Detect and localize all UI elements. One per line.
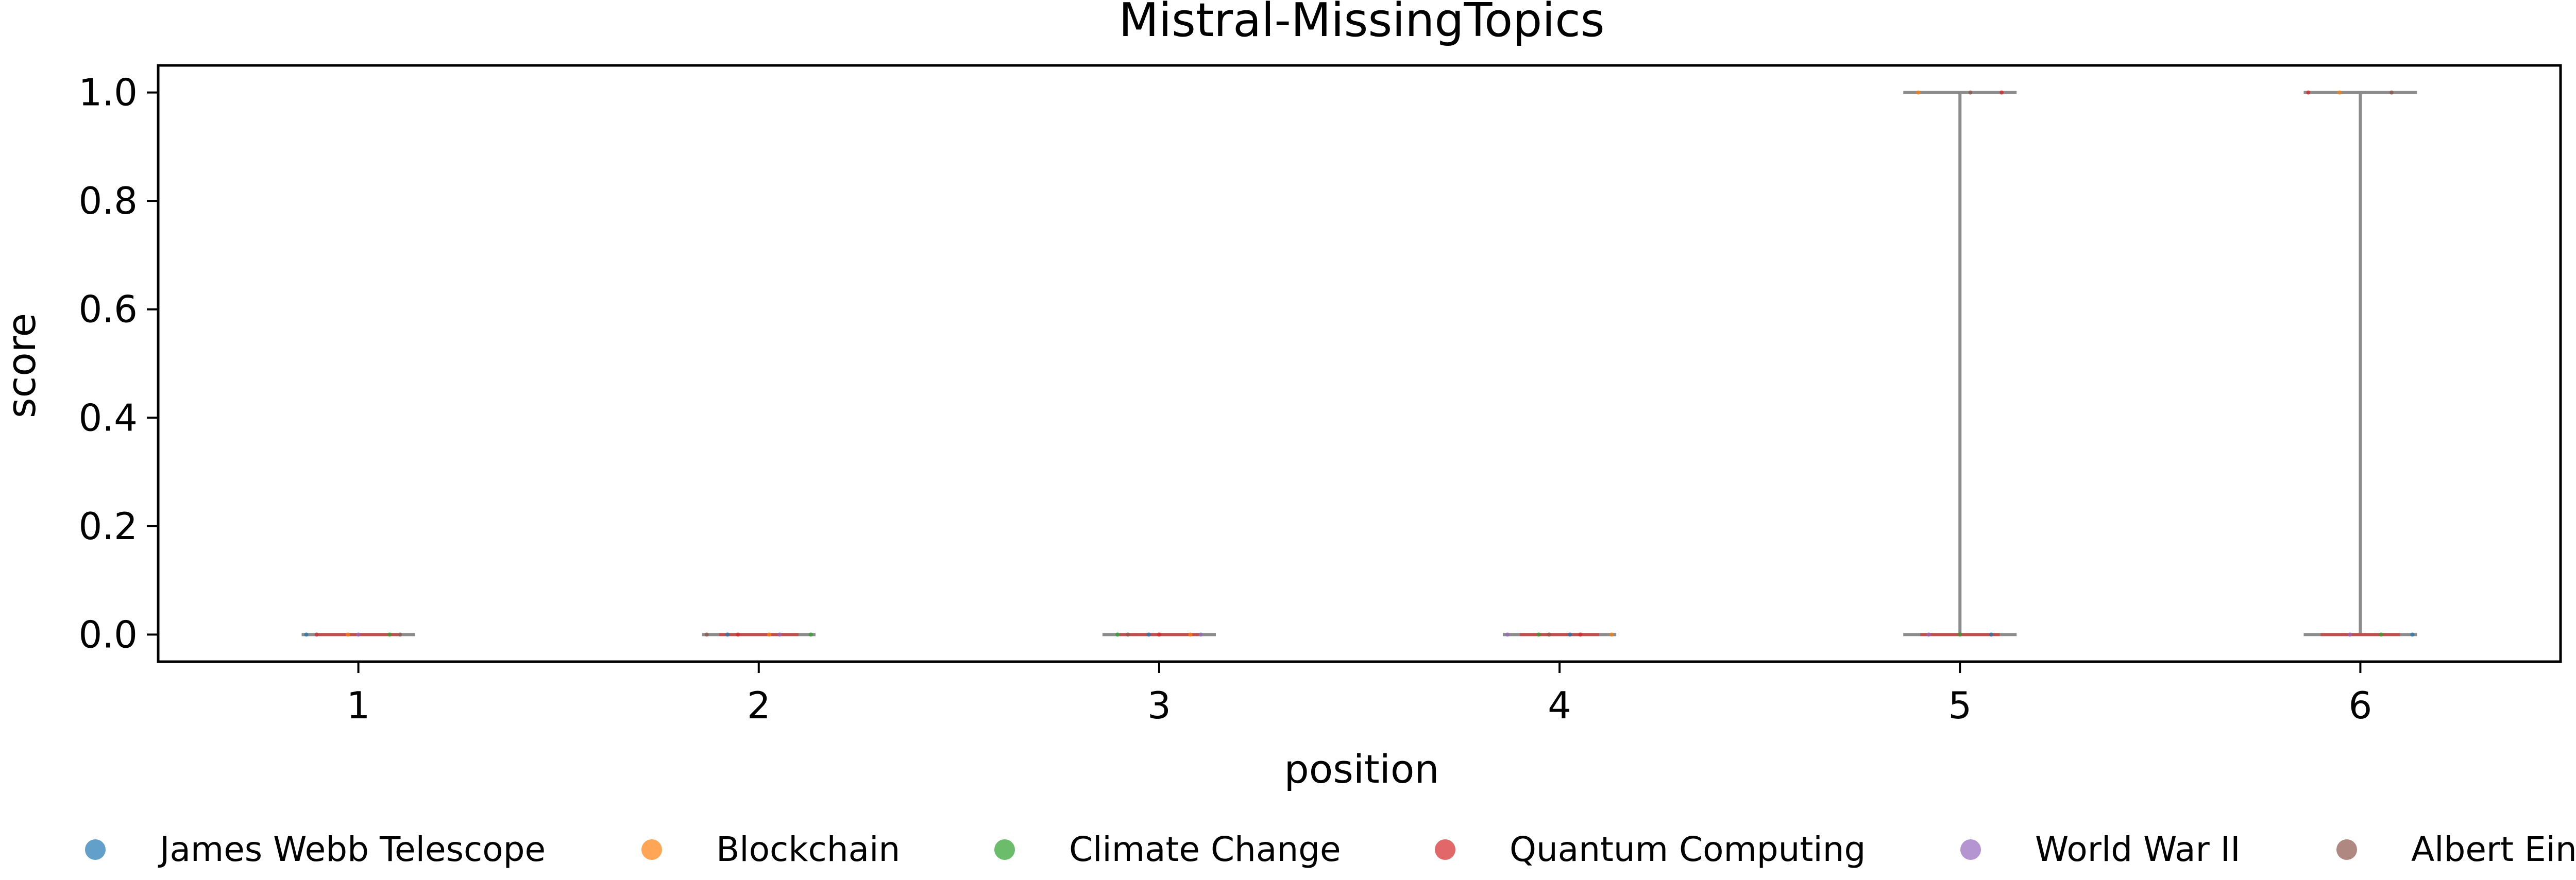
box-6 — [2303, 91, 2417, 636]
chart-title: Mistral-MissingTopics — [1118, 0, 1604, 47]
legend-item: Albert Einstein — [2336, 830, 2576, 869]
x-tick-label: 3 — [1147, 684, 1171, 727]
data-point — [1578, 632, 1583, 637]
legend-marker — [994, 839, 1015, 860]
y-tick-label: 0.2 — [78, 505, 138, 548]
y-axis-title: score — [0, 313, 44, 418]
y-tick-label: 1.0 — [78, 71, 138, 114]
series-0 — [304, 632, 2415, 637]
data-point — [346, 632, 350, 637]
legend-label: Quantum Computing — [1510, 830, 1866, 869]
data-point — [2389, 90, 2394, 95]
data-point — [1989, 632, 1993, 637]
data-point — [2410, 632, 2415, 637]
data-point — [387, 632, 392, 637]
legend-item: World War II — [1960, 830, 2241, 869]
legend-label: James Webb Telescope — [158, 830, 546, 869]
x-tick-label: 1 — [347, 684, 370, 727]
legend-label: Blockchain — [716, 830, 900, 869]
data-point — [2379, 632, 2383, 637]
data-point — [1609, 632, 1614, 637]
data-point — [1505, 632, 1510, 637]
legend-label: World War II — [2035, 830, 2241, 869]
plot-area — [301, 90, 2417, 637]
series-2 — [387, 632, 2383, 637]
legend-marker — [85, 839, 106, 860]
x-tick-label: 5 — [1948, 684, 1972, 727]
data-point — [808, 632, 813, 637]
data-point — [1157, 632, 1161, 637]
data-point — [777, 632, 782, 637]
data-point — [2348, 632, 2352, 637]
legend-item: Climate Change — [994, 830, 1341, 869]
data-point — [2306, 90, 2311, 95]
legend-item: James Webb Telescope — [85, 830, 546, 869]
data-point — [1958, 632, 1962, 637]
x-tick-label: 2 — [747, 684, 771, 727]
series-4 — [356, 632, 2352, 637]
x-tick-label: 4 — [1548, 684, 1571, 727]
data-point — [314, 632, 319, 637]
legend-item: Quantum Computing — [1435, 830, 1866, 869]
data-point — [1968, 90, 1973, 95]
legend-marker — [2336, 839, 2357, 860]
data-point — [767, 632, 771, 637]
data-point — [304, 632, 309, 637]
x-axis-title: position — [1284, 746, 1439, 792]
plot-frame — [157, 64, 2562, 663]
legend-marker — [1960, 839, 1981, 860]
y-axis: 0.0 0.2 0.4 0.6 0.8 1.0 — [78, 71, 158, 656]
legend-label: Albert Einstein — [2411, 830, 2576, 869]
data-point — [1198, 632, 1203, 637]
legend-marker — [1435, 839, 1455, 860]
data-point — [736, 632, 740, 637]
data-point — [1916, 90, 1921, 95]
data-point — [725, 632, 730, 637]
data-point — [398, 632, 402, 637]
box-5 — [1903, 91, 2017, 636]
series-5 — [398, 90, 2394, 637]
data-point — [1146, 632, 1151, 637]
legend-item: Blockchain — [641, 830, 900, 869]
legend-label: Climate Change — [1069, 830, 1341, 869]
series-1 — [346, 90, 2342, 637]
data-point — [1188, 632, 1193, 637]
x-tick-label: 6 — [2349, 684, 2372, 727]
data-point — [2337, 90, 2342, 95]
data-point — [1115, 632, 1120, 637]
data-point — [1126, 632, 1130, 637]
y-tick-label: 0.8 — [78, 179, 138, 222]
y-tick-label: 0.4 — [78, 396, 138, 439]
x-axis: 1 2 3 4 5 6 — [347, 662, 2372, 727]
data-point — [356, 632, 361, 637]
legend: James Webb Telescope Blockchain Climate Ch… — [85, 830, 2576, 869]
y-tick-label: 0.0 — [78, 613, 138, 656]
series-3 — [314, 90, 2311, 637]
data-point — [1926, 632, 1931, 637]
data-point — [704, 632, 709, 637]
legend-marker — [641, 839, 662, 860]
data-point — [1568, 632, 1572, 637]
y-tick-label: 0.6 — [78, 288, 138, 331]
data-point — [1547, 632, 1551, 637]
data-point — [1536, 632, 1541, 637]
data-point — [1999, 90, 2004, 95]
